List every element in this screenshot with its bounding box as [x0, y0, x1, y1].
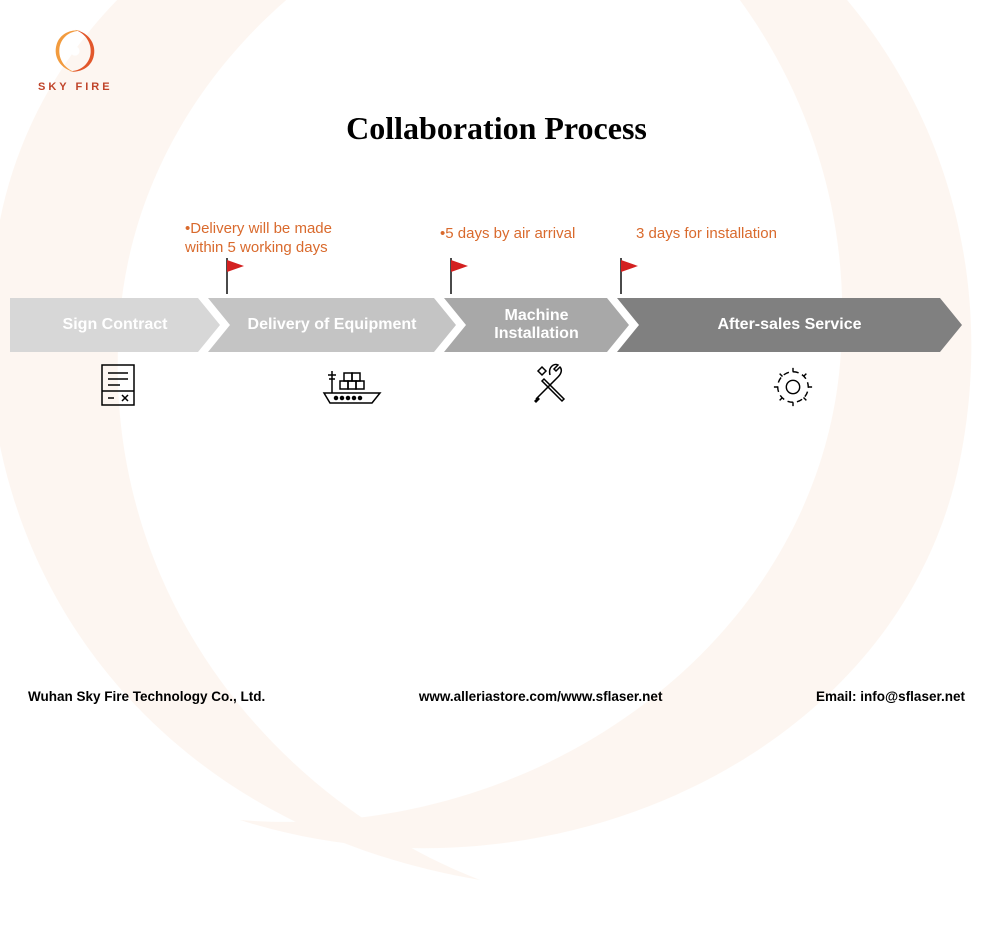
step-label: Delivery of Equipment — [248, 316, 417, 334]
logo-swirl-icon — [52, 28, 98, 74]
step-label: Sign Contract — [63, 316, 168, 334]
page-title: Collaboration Process — [0, 110, 993, 147]
step-sign-contract: Sign Contract — [10, 298, 220, 352]
step-label: Machine Installation — [494, 307, 578, 344]
step-after-sales: After-sales Service — [617, 298, 962, 352]
step-icons-row — [0, 363, 993, 423]
annotation-air-text: •5 days by air arrival — [440, 225, 575, 242]
flag-icon — [448, 258, 470, 294]
footer-email: Email: info@sflaser.net — [816, 689, 965, 704]
annotation-delivery-text: •Delivery will be made within 5 working … — [185, 220, 332, 256]
contract-icon — [100, 363, 136, 412]
flag-icon — [618, 258, 640, 294]
annotation-install-text: 3 days for installation — [636, 225, 777, 242]
footer: Wuhan Sky Fire Technology Co., Ltd. www.… — [28, 689, 965, 704]
brand-logo: SKY FIRE — [38, 28, 113, 93]
annotation-delivery: •Delivery will be made within 5 working … — [185, 220, 332, 258]
tools-icon — [528, 363, 572, 412]
annotation-install: 3 days for installation — [636, 225, 777, 244]
process-flow: Sign Contract Delivery of Equipment Mach… — [10, 295, 985, 355]
step-installation: Machine Installation — [444, 298, 629, 352]
brand-name: SKY FIRE — [38, 81, 113, 93]
footer-company: Wuhan Sky Fire Technology Co., Ltd. — [28, 689, 265, 704]
step-delivery: Delivery of Equipment — [208, 298, 456, 352]
step-label: After-sales Service — [717, 316, 861, 334]
gear-icon — [772, 366, 814, 413]
flag-icon — [224, 258, 246, 294]
annotation-air: •5 days by air arrival — [440, 225, 575, 244]
ship-icon — [320, 363, 384, 412]
footer-urls: www.alleriastore.com/www.sflaser.net — [419, 689, 663, 704]
